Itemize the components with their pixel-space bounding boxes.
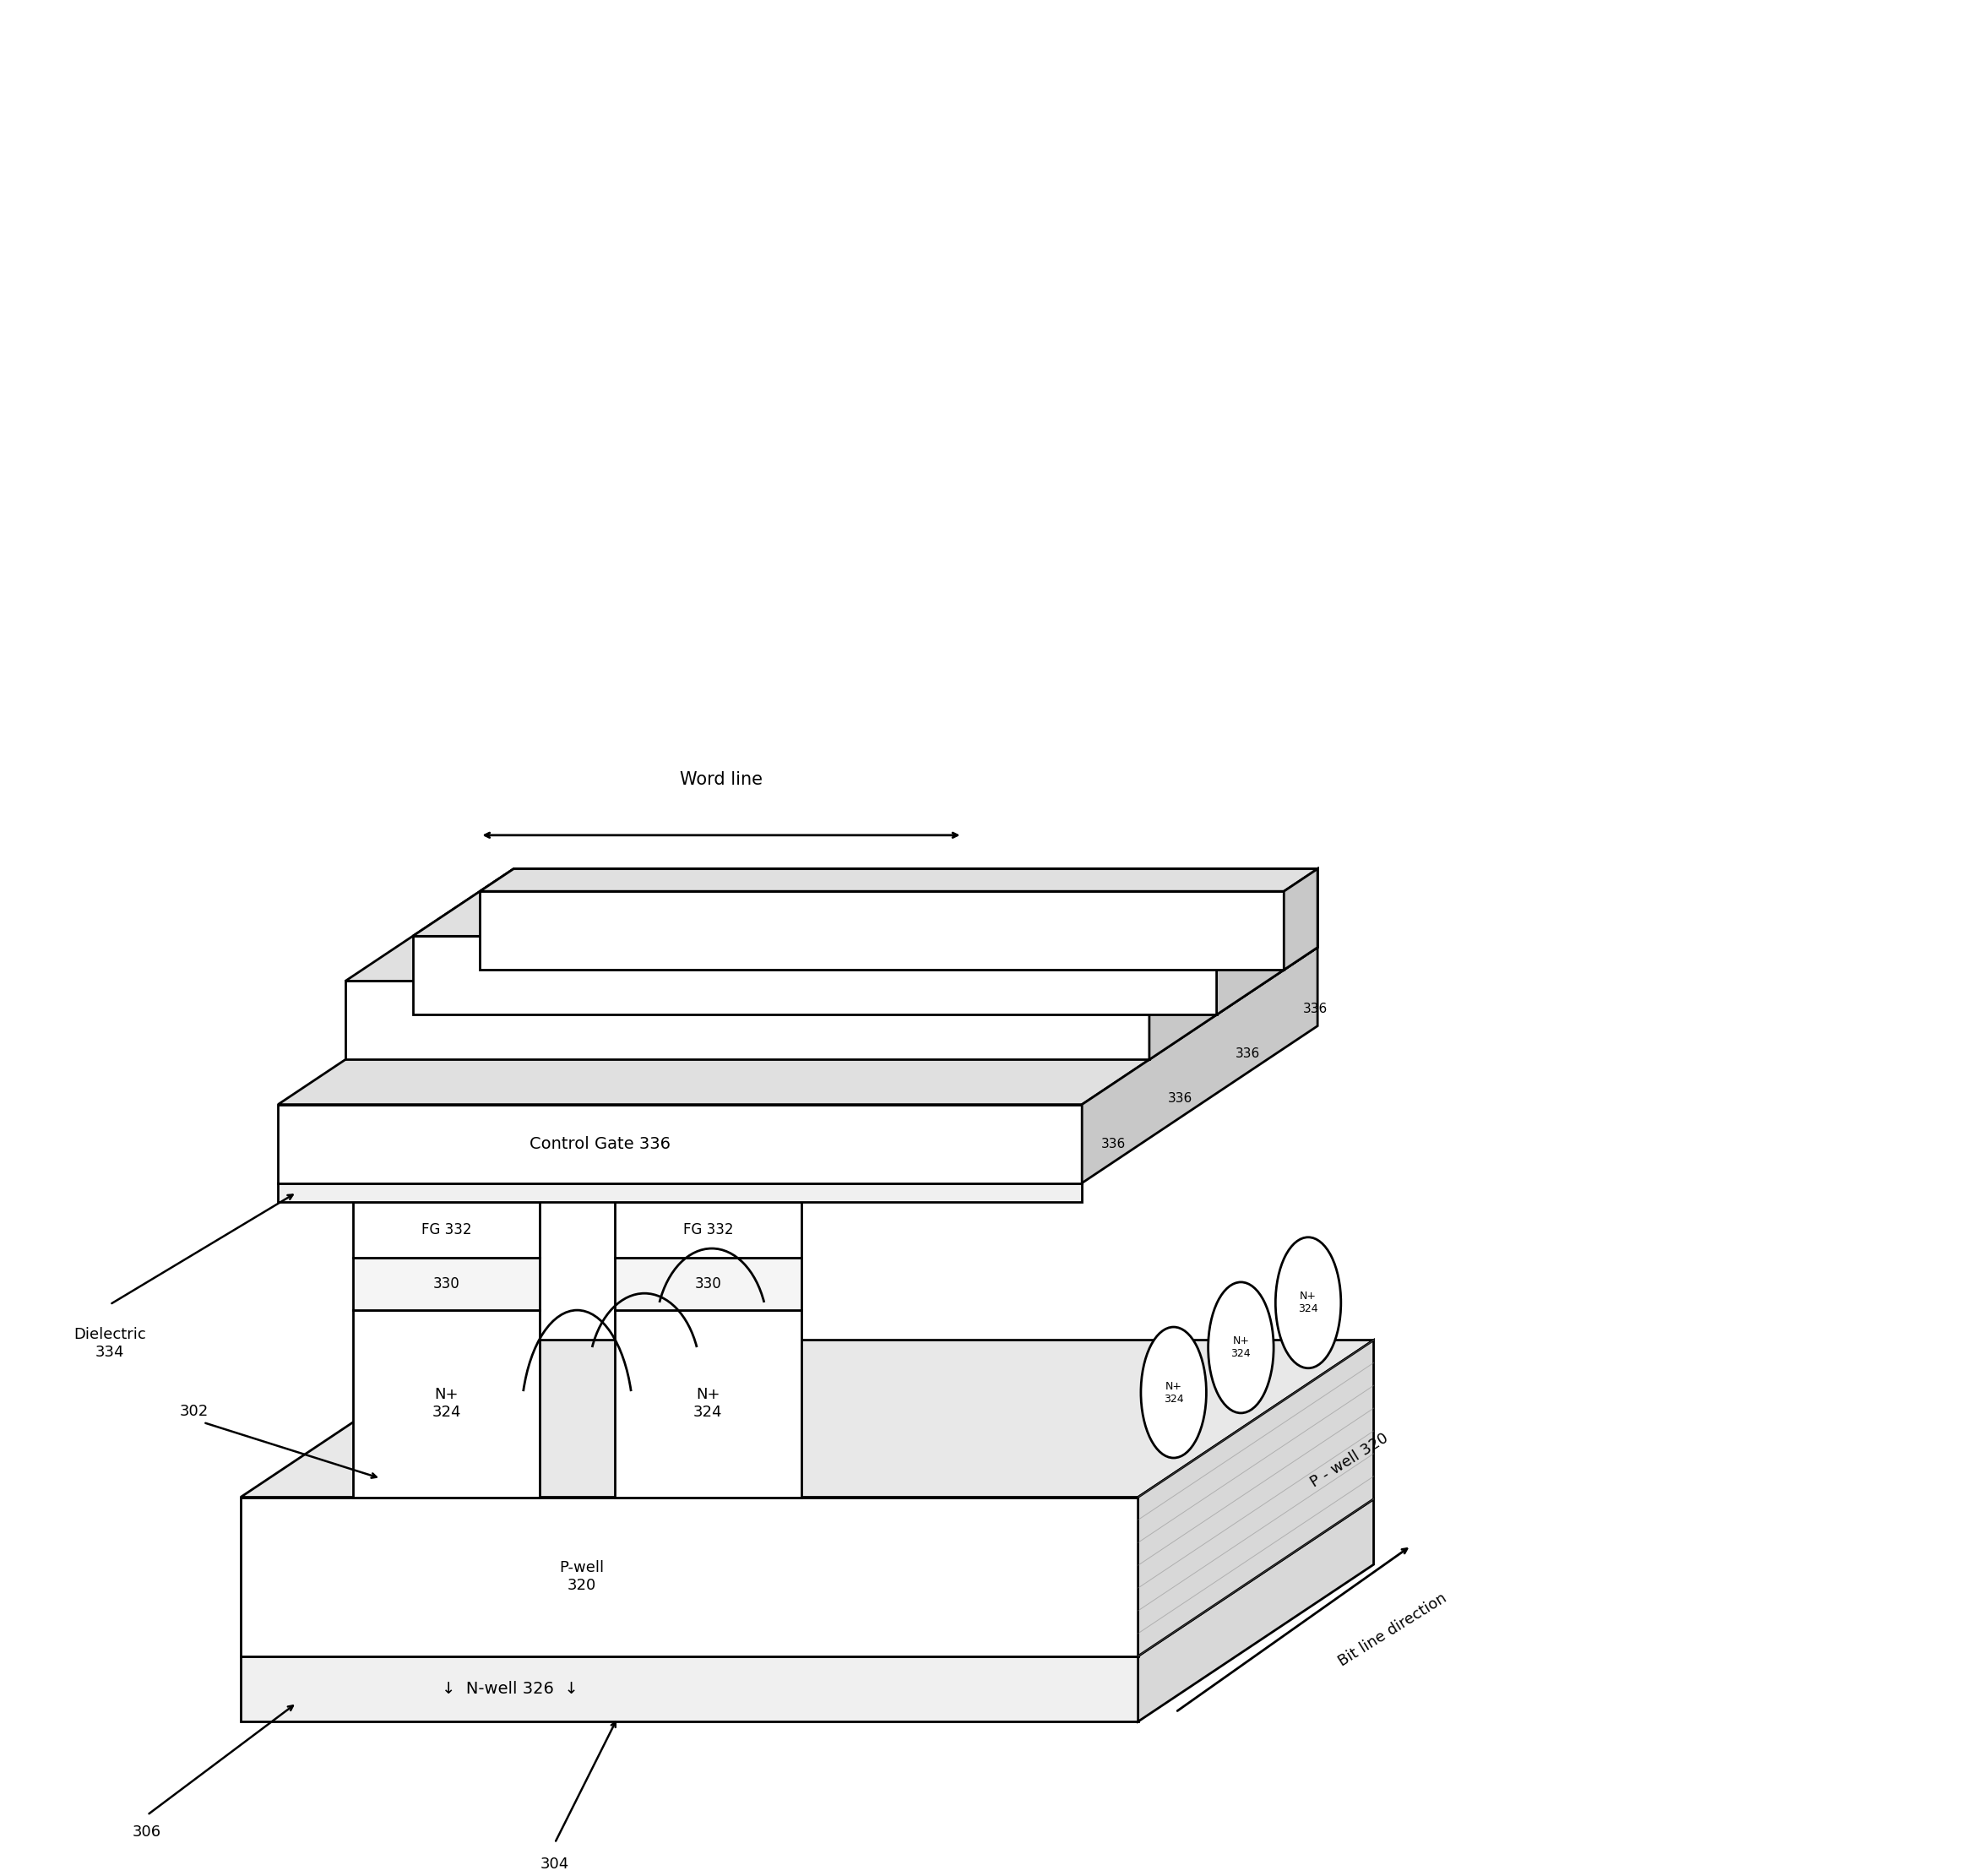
Ellipse shape <box>1275 1238 1340 1368</box>
Text: 330: 330 <box>433 1276 461 1291</box>
Polygon shape <box>352 1203 540 1257</box>
Ellipse shape <box>1141 1326 1206 1458</box>
Polygon shape <box>1283 869 1317 970</box>
Polygon shape <box>241 1499 1374 1657</box>
Polygon shape <box>279 947 1317 1105</box>
Polygon shape <box>1216 869 1317 1015</box>
Polygon shape <box>413 936 1216 1015</box>
Polygon shape <box>279 1105 1081 1184</box>
Text: 302: 302 <box>180 1403 208 1418</box>
Text: N+
324: N+ 324 <box>694 1386 724 1420</box>
Text: N+
324: N+ 324 <box>1164 1381 1184 1405</box>
Polygon shape <box>615 1309 801 1497</box>
Text: Control Gate 336: Control Gate 336 <box>530 1135 670 1152</box>
Polygon shape <box>1139 1339 1374 1657</box>
Text: Bit line direction: Bit line direction <box>1334 1591 1449 1670</box>
Text: P-well
320: P-well 320 <box>559 1561 605 1593</box>
Text: 304: 304 <box>540 1855 569 1872</box>
Text: 336: 336 <box>1168 1092 1192 1105</box>
Polygon shape <box>480 891 1283 970</box>
Polygon shape <box>352 1309 540 1497</box>
Polygon shape <box>615 1203 801 1257</box>
Text: ↓  N-well 326  ↓: ↓ N-well 326 ↓ <box>441 1681 577 1698</box>
Polygon shape <box>413 869 1317 936</box>
Ellipse shape <box>1208 1281 1273 1413</box>
Text: 306: 306 <box>132 1825 162 1840</box>
Text: P - well 320: P - well 320 <box>1307 1431 1392 1491</box>
Polygon shape <box>241 1657 1139 1722</box>
Text: N+
324: N+ 324 <box>431 1386 461 1420</box>
Text: 336: 336 <box>1101 1137 1125 1150</box>
Polygon shape <box>1149 869 1317 1060</box>
Polygon shape <box>241 1497 1139 1657</box>
Text: N+
324: N+ 324 <box>1232 1336 1251 1360</box>
Polygon shape <box>352 1257 540 1309</box>
Polygon shape <box>346 869 1317 981</box>
Text: 330: 330 <box>694 1276 722 1291</box>
Polygon shape <box>241 1339 1374 1497</box>
Polygon shape <box>615 1257 801 1309</box>
Text: N+
324: N+ 324 <box>1299 1291 1319 1315</box>
Text: Word line: Word line <box>680 771 763 788</box>
Polygon shape <box>279 1184 1081 1203</box>
Text: 336: 336 <box>1303 1004 1327 1015</box>
Polygon shape <box>346 981 1149 1060</box>
Polygon shape <box>1139 1499 1374 1722</box>
Text: Dielectric
334: Dielectric 334 <box>73 1326 146 1360</box>
Text: FG 332: FG 332 <box>421 1221 471 1238</box>
Text: 336: 336 <box>1236 1047 1259 1060</box>
Polygon shape <box>1081 947 1317 1184</box>
Polygon shape <box>480 869 1317 891</box>
Text: FG 332: FG 332 <box>682 1221 733 1238</box>
